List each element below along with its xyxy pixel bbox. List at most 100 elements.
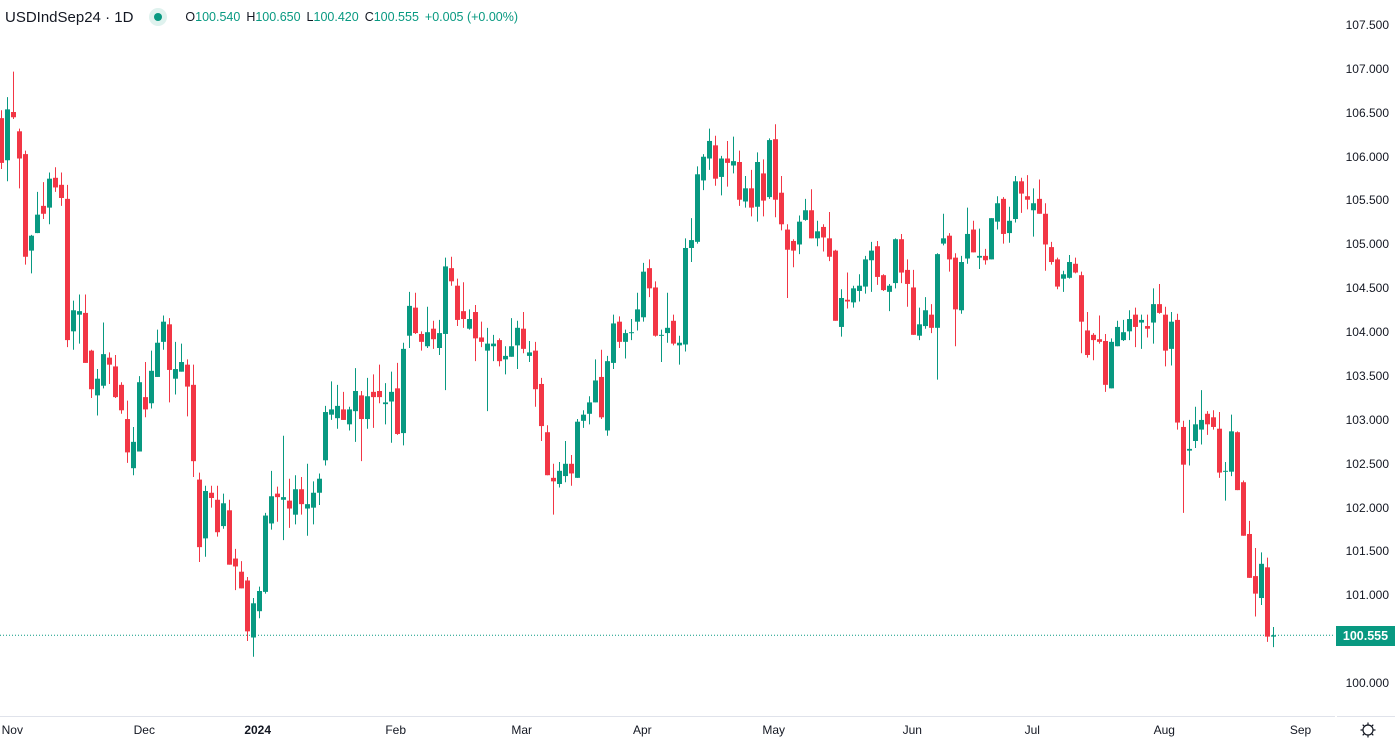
candle [779, 176, 784, 231]
candle-body [689, 240, 694, 248]
candle-body [125, 419, 130, 453]
candle [113, 355, 118, 399]
close-label: C [364, 10, 374, 24]
candle-body [389, 391, 394, 402]
candle-body [971, 229, 976, 253]
candle-body [779, 192, 784, 225]
candle [221, 493, 226, 529]
candle [317, 473, 322, 506]
candle [767, 138, 772, 199]
candle-body [263, 515, 268, 592]
candle-body [1103, 340, 1108, 385]
candle [983, 248, 988, 265]
candle-body [515, 327, 520, 346]
candle [803, 198, 808, 221]
candle [95, 369, 100, 416]
candle [755, 152, 760, 222]
candle [743, 176, 748, 208]
candle [995, 196, 1000, 230]
candle-body [311, 492, 316, 508]
candle [965, 207, 970, 264]
candle-body [173, 369, 178, 379]
candle-body [383, 402, 388, 405]
candle [263, 512, 268, 594]
candle [971, 220, 976, 253]
candle [899, 233, 904, 284]
candle [977, 228, 982, 270]
candle [0, 110, 4, 170]
candle [749, 169, 754, 217]
candle [77, 294, 82, 344]
candle-body [209, 492, 214, 499]
candle [185, 359, 190, 417]
market-status-dot-icon[interactable] [149, 8, 168, 26]
candle [101, 322, 106, 389]
candle [653, 281, 658, 337]
candle [71, 300, 76, 350]
candle-body [317, 478, 322, 493]
candle [155, 329, 160, 377]
candle-body [479, 337, 484, 342]
time-axis-border [1337, 716, 1395, 717]
candle [143, 362, 148, 418]
candle [863, 255, 868, 294]
candlestick-plot[interactable] [0, 0, 1335, 716]
candle [1079, 271, 1084, 354]
candle [1067, 255, 1072, 279]
candle [917, 307, 922, 341]
candle [455, 278, 460, 327]
candle [953, 253, 958, 347]
candle-body [11, 112, 16, 118]
candle [1175, 313, 1180, 430]
candle [497, 338, 502, 367]
candle-body [911, 287, 916, 335]
candle-body [737, 162, 742, 200]
candle [293, 475, 298, 525]
price-tick-label: 106.500 [1345, 105, 1389, 120]
candle [341, 391, 346, 420]
candle-body [707, 140, 712, 159]
candle-body [83, 312, 88, 363]
candle [17, 128, 22, 189]
candle-body [1223, 470, 1228, 472]
price-tick-label: 100.000 [1345, 676, 1389, 690]
candle-body [1169, 321, 1174, 349]
candle-body [293, 489, 298, 515]
candle [947, 233, 952, 272]
candle-body [17, 131, 22, 159]
candle-body [749, 188, 754, 208]
candle [203, 485, 208, 557]
candle [281, 435, 286, 541]
gear-icon[interactable] [1359, 721, 1377, 739]
candle-body [497, 340, 502, 362]
candle-body [725, 158, 730, 163]
candle [1091, 333, 1096, 361]
candle-body [1115, 326, 1120, 347]
candle [1127, 310, 1132, 341]
price-tick-label: 103.500 [1345, 368, 1389, 383]
candle [635, 292, 640, 331]
ohlc-open: O100.540 [179, 10, 240, 24]
candle [1253, 548, 1258, 617]
candle-body [1067, 262, 1072, 278]
symbol-title[interactable]: USDIndSep24 · 1D [5, 8, 134, 26]
candle-body [1163, 314, 1168, 351]
candle-body [983, 255, 988, 261]
candle [923, 297, 928, 329]
candle-body [533, 350, 538, 390]
low-label: L [306, 10, 314, 24]
candle [503, 346, 508, 375]
candle-body [863, 259, 868, 287]
candle [1061, 270, 1066, 292]
candle [809, 189, 814, 239]
candle [119, 382, 124, 414]
candle-body [839, 297, 844, 327]
candle [845, 272, 850, 309]
candle [1271, 626, 1276, 648]
candle [1007, 206, 1012, 243]
candle [1031, 188, 1036, 237]
candle-body [137, 382, 142, 452]
candle-body [0, 118, 4, 163]
price-tick-label: 102.000 [1345, 500, 1389, 515]
close-value: 100.555 [373, 10, 419, 24]
